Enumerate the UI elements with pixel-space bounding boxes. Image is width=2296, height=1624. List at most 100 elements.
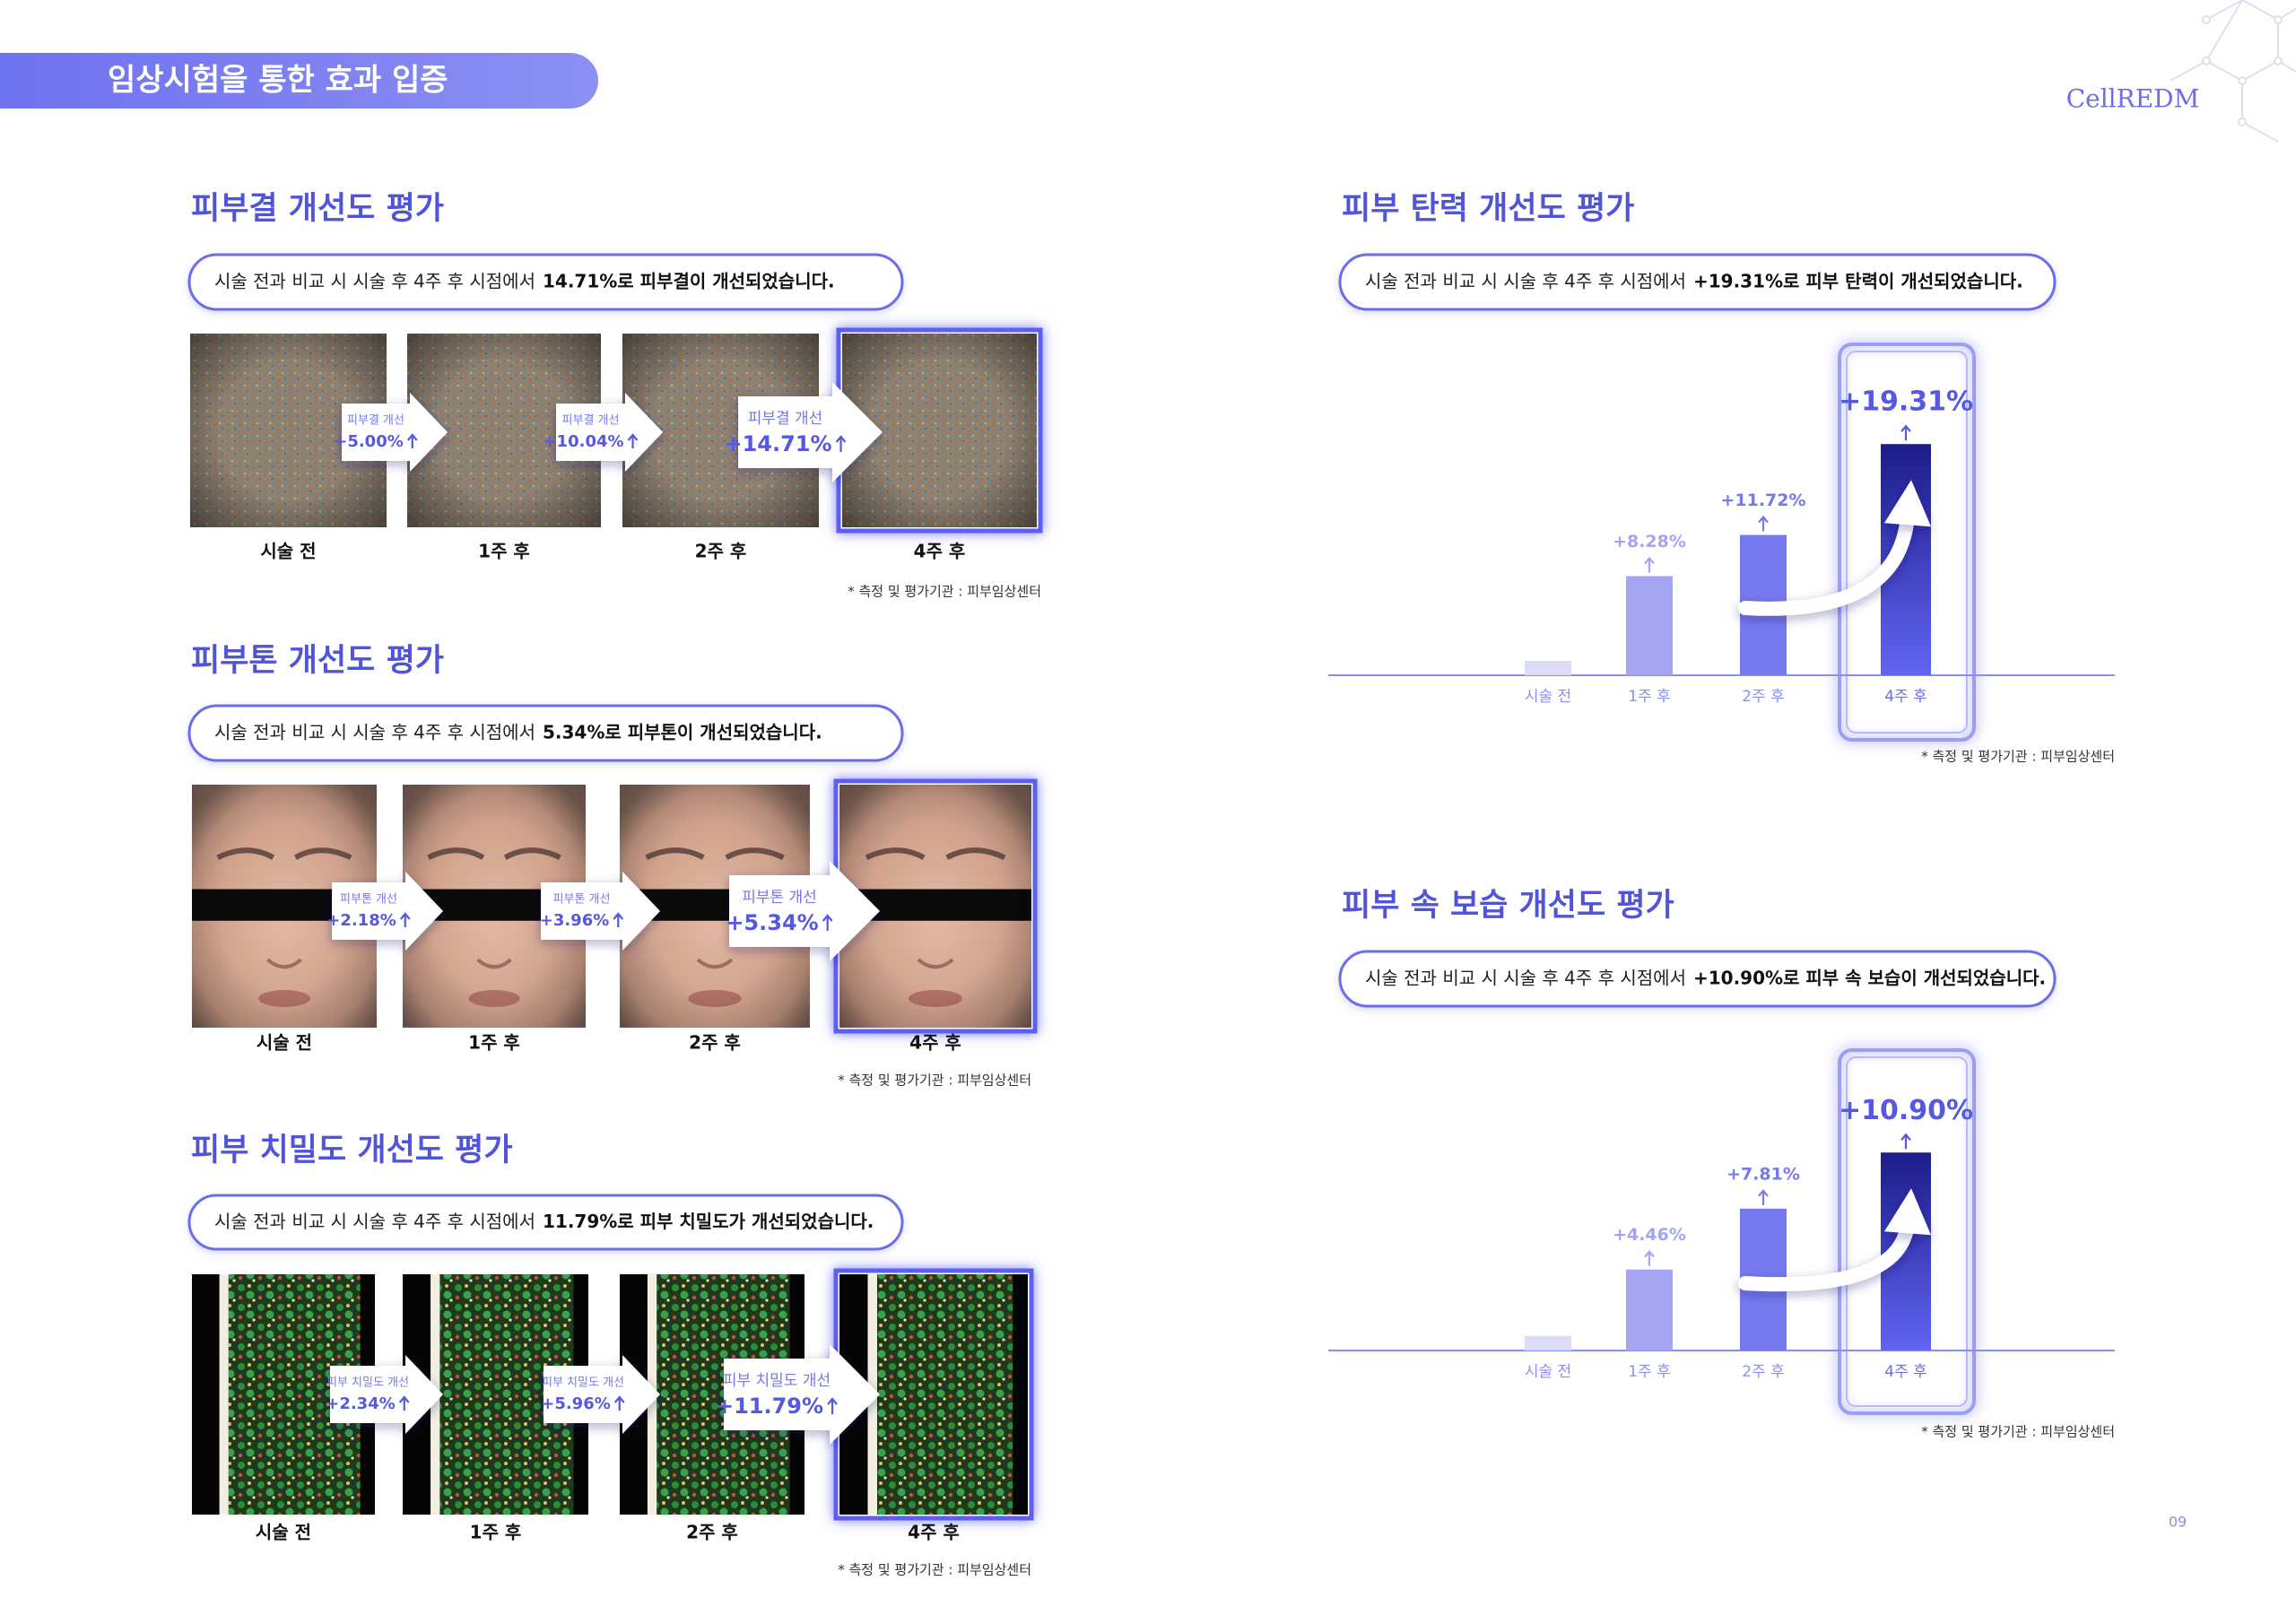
bar	[1626, 1269, 1673, 1350]
description-text: 시술 전과 비교 시 시술 후 4주 후 시점에서	[214, 270, 535, 291]
improvement-arrow	[332, 872, 443, 951]
improvement-arrow	[330, 1355, 443, 1434]
value-label: +8.28%	[1613, 532, 1686, 551]
value-label: +7.81%	[1726, 1164, 1800, 1184]
highlight-frame-inner	[1846, 351, 1968, 734]
highlight-frame-outer	[1838, 1048, 1976, 1415]
up-arrow-icon	[835, 435, 847, 452]
improvement-arrow	[724, 1344, 880, 1445]
category-label: 시술 전	[1525, 688, 1571, 706]
source-note: * 측정 및 평가기관 : 피부임상센터	[1921, 749, 2115, 765]
page-number: 09	[2169, 1514, 2187, 1531]
description-text: 시술 전과 비교 시 시술 후 4주 후 시점에서	[1365, 270, 1686, 291]
category-label: 2주 후	[1742, 1363, 1785, 1381]
stage-caption: 2주 후	[689, 1032, 741, 1054]
description: 시술 전과 비교 시 시술 후 4주 후 시점에서 5.34%로 피부톤이 개선되…	[214, 721, 822, 743]
description-box	[1338, 950, 2057, 1008]
up-arrow-icon	[627, 433, 639, 448]
improvement-value: +11.79%	[716, 1394, 823, 1419]
stage-caption: 2주 후	[686, 1522, 738, 1543]
stage-caption: 4주 후	[908, 1522, 960, 1543]
up-arrow-icon	[399, 912, 411, 927]
description: 시술 전과 비교 시 시술 후 4주 후 시점에서 +10.90%로 피부 속 보…	[1365, 967, 2046, 988]
up-arrow-icon	[827, 1397, 838, 1414]
category-label: 4주 후	[1884, 1363, 1927, 1381]
description: 시술 전과 비교 시 시술 후 4주 후 시점에서 +19.31%로 피부 탄력이…	[1365, 270, 2023, 291]
improvement-arrow	[729, 861, 880, 961]
section-title: 피부톤 개선도 평가	[191, 643, 444, 679]
description: 시술 전과 비교 시 시술 후 4주 후 시점에서 11.79%로 피부 치밀도가…	[214, 1211, 874, 1232]
source-note: * 측정 및 평가기관 : 피부임상센터	[838, 1562, 1031, 1578]
header-pill	[0, 53, 598, 109]
improvement-value: +10.04%	[543, 432, 623, 451]
description-highlight: 5.34%로 피부톤이 개선되었습니다.	[543, 721, 822, 743]
description-highlight: +19.31%로 피부 탄력이 개선되었습니다.	[1693, 270, 2023, 291]
stage-caption: 시술 전	[260, 541, 316, 562]
improvement-label: 피부결 개선	[748, 410, 823, 428]
improvement-label: 피부 치밀도 개선	[723, 1372, 831, 1390]
description-box	[187, 253, 904, 311]
stage-caption: 2주 후	[695, 541, 747, 562]
up-arrow-icon	[1644, 1249, 1655, 1266]
density-band	[877, 1274, 1013, 1515]
description-box	[187, 704, 904, 762]
description-text: 시술 전과 비교 시 시술 후 4주 후 시점에서	[214, 721, 535, 743]
up-arrow-icon	[1644, 556, 1655, 573]
up-arrow-icon	[613, 912, 624, 927]
improvement-value: +2.34%	[326, 1394, 396, 1413]
section-title: 피부 치밀도 개선도 평가	[191, 1133, 513, 1168]
category-label: 2주 후	[1742, 688, 1785, 706]
source-note: * 측정 및 평가기관 : 피부임상센터	[848, 584, 1041, 600]
description-highlight: +10.90%로 피부 속 보습이 개선되었습니다.	[1693, 967, 2046, 988]
value-label: +10.90%	[1839, 1095, 1973, 1126]
bar	[1626, 576, 1673, 675]
description-highlight: 14.71%로 피부결이 개선되었습니다.	[543, 270, 835, 291]
section-title: 피부결 개선도 평가	[191, 191, 444, 227]
growth-arrow	[1738, 508, 1915, 616]
stage-caption: 1주 후	[468, 1032, 520, 1054]
description-text: 시술 전과 비교 시 시술 후 4주 후 시점에서	[1365, 967, 1686, 988]
improvement-value: +5.00%	[334, 432, 404, 451]
density-edge	[219, 1274, 229, 1515]
improvement-label: 피부톤 개선	[553, 893, 611, 907]
description-box	[1338, 253, 2057, 311]
improvement-value: +3.96%	[540, 911, 610, 930]
improvement-label: 피부톤 개선	[742, 889, 817, 907]
up-arrow-icon	[1900, 424, 1911, 441]
improvement-value: +14.71%	[724, 431, 831, 456]
hexagon-decoration	[2170, 0, 2296, 143]
highlight-frame-inner	[1846, 1056, 1968, 1407]
description-highlight: 11.79%로 피부 치밀도가 개선되었습니다.	[543, 1211, 874, 1232]
category-label: 4주 후	[1884, 688, 1927, 706]
up-arrow-icon	[398, 1395, 410, 1411]
value-label: +11.72%	[1720, 491, 1805, 510]
stage-caption: 4주 후	[914, 541, 966, 562]
improvement-label: 피부결 개선	[347, 414, 404, 428]
description: 시술 전과 비교 시 시술 후 4주 후 시점에서 14.71%로 피부결이 개선…	[214, 270, 835, 291]
description-text: 시술 전과 비교 시 시술 후 4주 후 시점에서	[214, 1211, 535, 1232]
improvement-arrow	[342, 393, 448, 472]
up-arrow-icon	[1758, 1189, 1769, 1205]
up-arrow-icon	[1900, 1133, 1911, 1150]
improvement-value: +5.34%	[726, 910, 818, 935]
category-label: 1주 후	[1628, 688, 1671, 706]
growth-arrow	[1738, 1217, 1915, 1292]
improvement-value: +2.18%	[326, 911, 396, 930]
bar	[1525, 1335, 1571, 1350]
logo: CellREDM	[2066, 84, 2200, 114]
improvement-arrow	[541, 872, 660, 951]
improvement-arrow	[556, 393, 663, 472]
description-box	[187, 1194, 904, 1251]
stage-caption: 1주 후	[478, 541, 530, 562]
section-title: 피부 속 보습 개선도 평가	[1342, 888, 1674, 924]
up-arrow-icon	[1758, 515, 1769, 532]
source-note: * 측정 및 평가기관 : 피부임상센터	[1921, 1424, 2115, 1440]
improvement-value: +5.96%	[541, 1394, 611, 1413]
up-arrow-icon	[406, 433, 418, 448]
stage-caption: 1주 후	[470, 1522, 522, 1543]
growth-arrow-head	[1884, 1188, 1931, 1236]
category-label: 시술 전	[1525, 1363, 1571, 1381]
category-label: 1주 후	[1628, 1363, 1671, 1381]
stage-caption: 4주 후	[909, 1032, 961, 1054]
